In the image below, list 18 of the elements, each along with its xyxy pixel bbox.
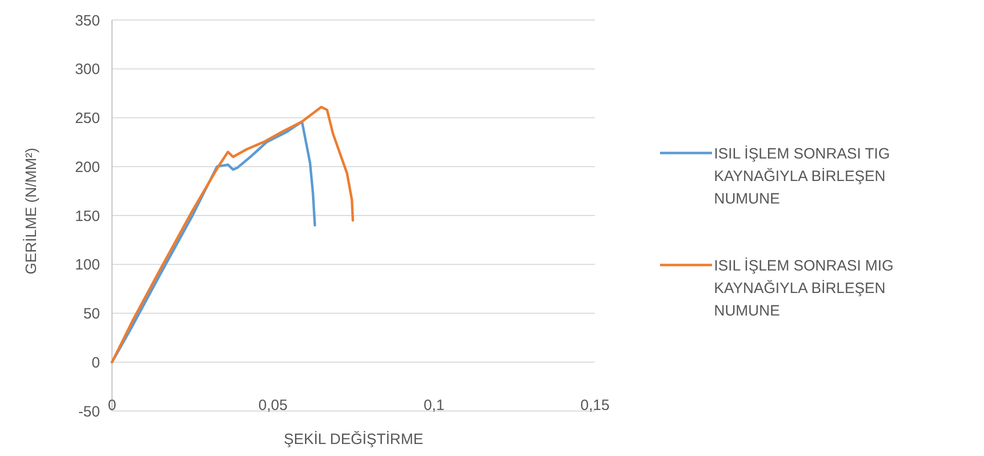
- legend-label: ISIL İŞLEM SONRASI TIG KAYNAĞIYLA BİRLEŞEN NUMUNE: [714, 144, 890, 208]
- y-tick-label: 150: [74, 208, 100, 225]
- line-series: [110, 106, 354, 364]
- y-axis-title: GERİLME (N/MM²): [22, 148, 40, 274]
- y-tick-label: 0: [92, 354, 100, 372]
- y-tick-label: 50: [83, 306, 100, 322]
- x-tick-label: 0: [108, 397, 116, 414]
- x-axis-title: ŞEKİL DEĞİŞTİRME: [284, 430, 424, 448]
- legend-label: ISIL İŞLEM SONRASI MIG KAYNAĞIYLA BİRLEŞEN NUMUNE: [714, 256, 894, 320]
- x-tick-label: 0,15: [580, 397, 610, 414]
- y-tick-label: -50: [78, 403, 100, 420]
- y-tick-label: 100: [74, 256, 100, 274]
- y-tick-label: 250: [74, 110, 100, 127]
- y-tick-label: 200: [74, 158, 100, 176]
- y-tick-label: 350: [74, 12, 100, 30]
- x-tick-label: 0,1: [424, 397, 444, 414]
- x-tick-label: 0,05: [258, 397, 288, 414]
- y-tick-label: 300: [74, 61, 100, 78]
